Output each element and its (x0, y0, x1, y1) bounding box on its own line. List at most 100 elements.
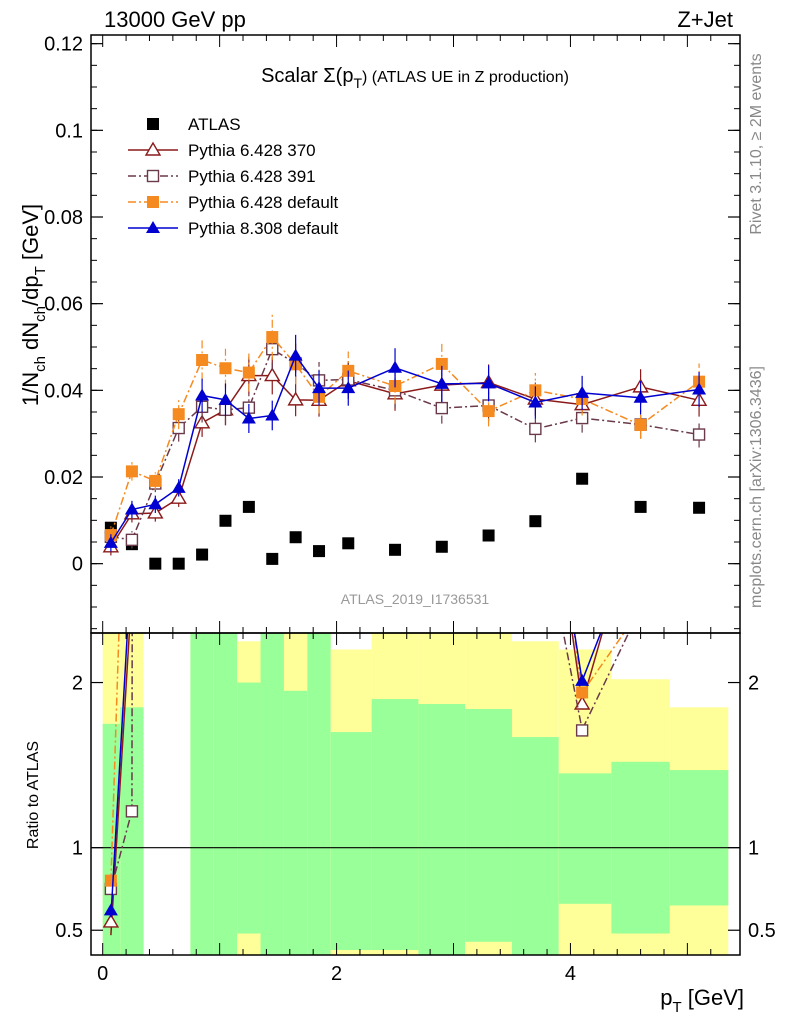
data-point-4-8 (288, 348, 303, 361)
data-point-4-7 (265, 408, 280, 421)
legend-label-2: Pythia 6.428 391 (188, 167, 316, 186)
y-tick-label-6: 0.12 (44, 34, 83, 56)
data-point-0-11 (389, 543, 402, 556)
rivet-label: Rivet 3.1.10, ≥ 2M events (748, 53, 765, 234)
data-point-4-11 (388, 360, 403, 373)
data-point-4-5 (218, 392, 233, 405)
data-point-0-3 (172, 557, 185, 570)
data-point-2-17 (692, 428, 706, 441)
green-band-5 (260, 633, 284, 955)
legend-marker-0 (147, 118, 159, 130)
analysis-watermark: ATLAS_2019_I1736531 (341, 591, 490, 607)
ratio-point-2-0 (104, 874, 117, 887)
ratio-point-0-1 (573, 695, 591, 710)
data-point-4-13 (481, 376, 496, 389)
data-point-4-1 (124, 502, 139, 515)
green-band-1 (120, 707, 144, 955)
main-panel (102, 314, 708, 570)
ratio-y-tick-label-2: 2 (72, 673, 83, 695)
green-band-13 (558, 773, 612, 904)
collision-label: 13000 GeV pp (104, 7, 246, 32)
ratio-y-tick-label-right-0: 0.5 (748, 920, 776, 942)
y-tick-label-5: 0.1 (55, 120, 83, 142)
ratio-y-tick-label-0: 0.5 (55, 920, 83, 942)
data-point-4-14 (528, 395, 543, 408)
legend: ATLAS Pythia 6.428 370 Pythia 6.428 391 Pyt… (128, 115, 339, 238)
ratio-curves (102, 633, 630, 936)
data-point-1-3 (170, 489, 187, 504)
y-tick-label-3: 0.06 (44, 294, 83, 316)
data-point-3-1 (125, 465, 138, 478)
data-point-0-16 (634, 500, 647, 513)
data-point-0-8 (289, 531, 302, 544)
series-line-4 (110, 354, 700, 544)
data-point-2-14 (529, 422, 542, 436)
x-tick-label-2: 4 (565, 963, 576, 985)
series-1 (102, 356, 708, 556)
legend-marker-2 (146, 169, 160, 183)
ratio-y-tick-label-right-2: 2 (748, 673, 759, 695)
x-tick-label-0: 0 (97, 963, 108, 985)
legend-marker-1 (144, 141, 162, 156)
data-point-3-3 (172, 408, 185, 421)
green-band-10 (418, 704, 466, 955)
legend-label-0: ATLAS (188, 115, 241, 134)
data-point-4-16 (633, 390, 648, 403)
ratio-frame (90, 632, 741, 956)
legend-label-4: Pythia 8.308 default (188, 219, 339, 238)
y-axis-label: 1/Nch dNch/dpT [GeV] (18, 204, 49, 406)
green-band-11 (465, 708, 512, 942)
y-tick-label-4: 0.08 (44, 207, 83, 229)
chart-title: Scalar Σ(pT) (ATLAS UE in Z production) (261, 65, 569, 91)
ratio-y-tick-label-1: 1 (72, 838, 83, 860)
data-point-3-6 (242, 366, 255, 379)
process-label: Z+Jet (677, 7, 733, 32)
ratio-point-2-1 (576, 686, 589, 699)
data-point-3-7 (266, 331, 279, 344)
ratio-y-axis-label: Ratio to ATLAS (25, 741, 42, 849)
ratio-point-1-2 (575, 724, 589, 737)
data-point-1-8 (287, 391, 304, 406)
data-point-0-12 (435, 540, 448, 553)
ratio-point-0-0 (102, 913, 120, 928)
data-point-0-15 (576, 472, 589, 485)
data-point-0-7 (266, 552, 279, 565)
green-band-12 (511, 737, 559, 955)
data-point-3-5 (219, 362, 232, 375)
legend-marker-4 (146, 221, 160, 233)
data-point-4-9 (312, 381, 327, 394)
y-tick-label-2: 0.04 (44, 380, 83, 402)
data-point-2-1 (125, 533, 139, 547)
ratio-point-3-1 (575, 673, 590, 686)
series-0 (104, 472, 706, 570)
y-tick-label-1: 0.02 (44, 467, 83, 489)
data-point-3-4 (196, 354, 209, 366)
series-line-3 (110, 335, 700, 536)
data-point-3-12 (435, 357, 448, 370)
series-line-2 (110, 348, 700, 541)
data-point-4-2 (148, 497, 163, 510)
series-4 (103, 334, 707, 552)
data-point-0-9 (313, 545, 326, 558)
legend-label-3: Pythia 6.428 default (188, 193, 339, 212)
series-2 (104, 327, 706, 549)
data-point-0-14 (529, 515, 542, 528)
green-band-15 (669, 770, 729, 906)
mcplots-label: mcplots.cern.ch [arXiv:1306.3436] (748, 366, 765, 608)
ratio-point-3-0 (103, 903, 118, 916)
data-point-0-17 (693, 501, 706, 514)
legend-label-1: Pythia 6.428 370 (188, 141, 316, 160)
data-point-1-7 (264, 367, 281, 382)
ratio-uncertainty-bands (102, 633, 729, 955)
data-point-0-10 (342, 537, 355, 550)
data-point-4-12 (434, 376, 449, 389)
data-point-3-16 (634, 419, 647, 431)
legend-marker-3 (147, 196, 159, 208)
data-point-3-2 (149, 474, 162, 487)
series-3 (104, 314, 706, 544)
axes: 0 0.02 0.04 0.06 0.08 0.1 0.12 0 2 4 0.5 0.5 1 1 2 2 (44, 34, 776, 985)
data-point-4-4 (195, 388, 210, 401)
green-band-7 (307, 633, 331, 955)
green-band-2 (190, 633, 214, 955)
